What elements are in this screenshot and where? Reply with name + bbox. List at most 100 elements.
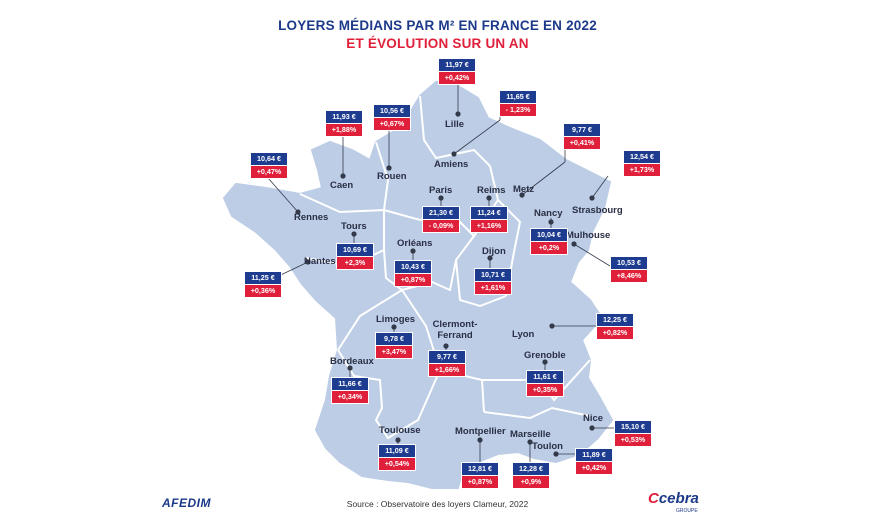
title-line-1: LOYERS MÉDIANS PAR M² EN FRANCE EN 2022	[278, 18, 597, 33]
price-box-nantes: 11,25 € +0,36%	[244, 271, 282, 298]
city-dot	[549, 323, 555, 329]
evolution-value: +0,35%	[526, 383, 564, 397]
price-box-grenoble: 11,61 € +0,35%	[526, 370, 564, 397]
evolution-value: +0,87%	[394, 273, 432, 287]
price-box-lyon: 12,25 € +0,82%	[596, 313, 634, 340]
city-dot	[451, 151, 457, 157]
city-dot	[351, 231, 357, 237]
price-box-amiens: 11,65 € - 1,23%	[499, 90, 537, 117]
city-dot	[305, 259, 311, 265]
price-value: 15,10 €	[614, 420, 652, 433]
evolution-value: - 0,09%	[422, 219, 460, 233]
price-value: 11,93 €	[325, 110, 363, 123]
price-box-rouen: 10,56 € +0,67%	[373, 104, 411, 131]
city-dot	[527, 439, 533, 445]
city-label-nice: Nice	[583, 413, 604, 424]
price-value: 9,77 €	[428, 350, 466, 363]
city-label-metz: Metz	[513, 184, 535, 195]
city-dot	[571, 241, 577, 247]
city-label-rennes: Rennes	[294, 212, 329, 223]
evolution-value: +0,54%	[378, 457, 416, 471]
city-label-strasbourg: Strasbourg	[572, 205, 623, 216]
price-value: 12,81 €	[461, 462, 499, 475]
city-dot	[487, 255, 493, 261]
title-line-2: ET ÉVOLUTION SUR UN AN	[346, 36, 529, 51]
price-value: 21,30 €	[422, 206, 460, 219]
evolution-value: +1,16%	[470, 219, 508, 233]
price-box-toulon: 11,89 € +0,42%	[575, 448, 613, 475]
evolution-value: +0,42%	[575, 461, 613, 475]
evolution-value: +1,88%	[325, 123, 363, 137]
evolution-value: +8,46%	[610, 269, 648, 283]
city-label-dijon: Dijon	[482, 246, 506, 257]
cebra-logo-text: cebra	[658, 490, 699, 507]
leader-line	[521, 161, 566, 196]
price-value: 9,78 €	[375, 332, 413, 345]
price-box-rennes: 10,64 € +0,47%	[250, 152, 288, 179]
evolution-value: +0,82%	[596, 326, 634, 340]
evolution-value: +0,2%	[530, 241, 568, 255]
price-box-clermont-ferrand: 9,77 € +1,66%	[428, 350, 466, 377]
city-label-lille: Lille	[445, 119, 465, 130]
cebra-logo-subtitle: GROUPE	[676, 508, 698, 514]
price-box-caen: 11,93 € +1,88%	[325, 110, 363, 137]
city-label-reims: Reims	[477, 185, 506, 196]
city-dot	[589, 425, 595, 431]
evolution-value: +1,61%	[474, 281, 512, 295]
evolution-value: +1,66%	[428, 363, 466, 377]
city-label-toulouse: Toulouse	[379, 425, 421, 436]
price-value: 11,24 €	[470, 206, 508, 219]
cebra-logo-mark: C	[648, 490, 659, 507]
region-border	[337, 289, 403, 351]
price-box-tours: 10,69 € +2,3%	[336, 243, 374, 270]
evolution-value: +0,47%	[250, 165, 288, 179]
region-border	[419, 95, 491, 167]
city-dot	[347, 365, 353, 371]
price-value: 11,97 €	[438, 58, 476, 71]
price-box-nice: 15,10 € +0,53%	[614, 420, 652, 447]
region-border	[483, 406, 591, 420]
price-value: 9,77 €	[563, 123, 601, 136]
city-label-rouen: Rouen	[377, 171, 407, 182]
price-box-orleans: 10,43 € +0,87%	[394, 260, 432, 287]
city-dot	[386, 165, 392, 171]
price-value: 10,53 €	[610, 256, 648, 269]
city-label-limoges: Limoges	[376, 314, 416, 325]
city-dot	[542, 359, 548, 365]
evolution-value: +0,9%	[512, 475, 550, 489]
price-value: 10,43 €	[394, 260, 432, 273]
region-border	[455, 259, 507, 308]
price-value: 10,69 €	[336, 243, 374, 256]
city-label-amiens: Amiens	[434, 159, 469, 170]
region-border	[299, 193, 385, 214]
price-box-metz: 9,77 € +0,41%	[563, 123, 601, 150]
city-label-nancy: Nancy	[534, 208, 563, 219]
price-box-dijon: 10,71 € +1,61%	[474, 268, 512, 295]
price-value: 11,61 €	[526, 370, 564, 383]
price-box-nancy: 10,04 € +0,2%	[530, 228, 568, 255]
leader-line	[591, 175, 609, 199]
city-label-tours: Tours	[341, 221, 367, 232]
city-dot	[486, 195, 492, 201]
city-dot	[438, 195, 444, 201]
city-dot	[519, 192, 525, 198]
price-box-paris: 21,30 € - 0,09%	[422, 206, 460, 233]
price-value: 11,09 €	[378, 444, 416, 457]
evolution-value: +0,42%	[438, 71, 476, 85]
city-label-grenoble: Grenoble	[524, 350, 566, 361]
city-dot	[410, 248, 416, 254]
city-label-nantes: Nantes	[304, 256, 336, 267]
city-label-montpellier: Montpellier	[455, 426, 506, 437]
price-value: 10,04 €	[530, 228, 568, 241]
city-dot	[391, 324, 397, 330]
city-dot	[443, 343, 449, 349]
city-label-paris: Paris	[429, 185, 453, 196]
evolution-value: +3,47%	[375, 345, 413, 359]
city-label-toulon: Toulon	[532, 441, 563, 452]
price-box-toulouse: 11,09 € +0,54%	[378, 444, 416, 471]
source-note: Source : Observatoire des loyers Clameur…	[346, 499, 529, 509]
price-value: 11,65 €	[499, 90, 537, 103]
price-box-montpellier: 12,81 € +0,87%	[461, 462, 499, 489]
price-value: 10,71 €	[474, 268, 512, 281]
city-label-marseille: Marseille	[510, 429, 551, 440]
